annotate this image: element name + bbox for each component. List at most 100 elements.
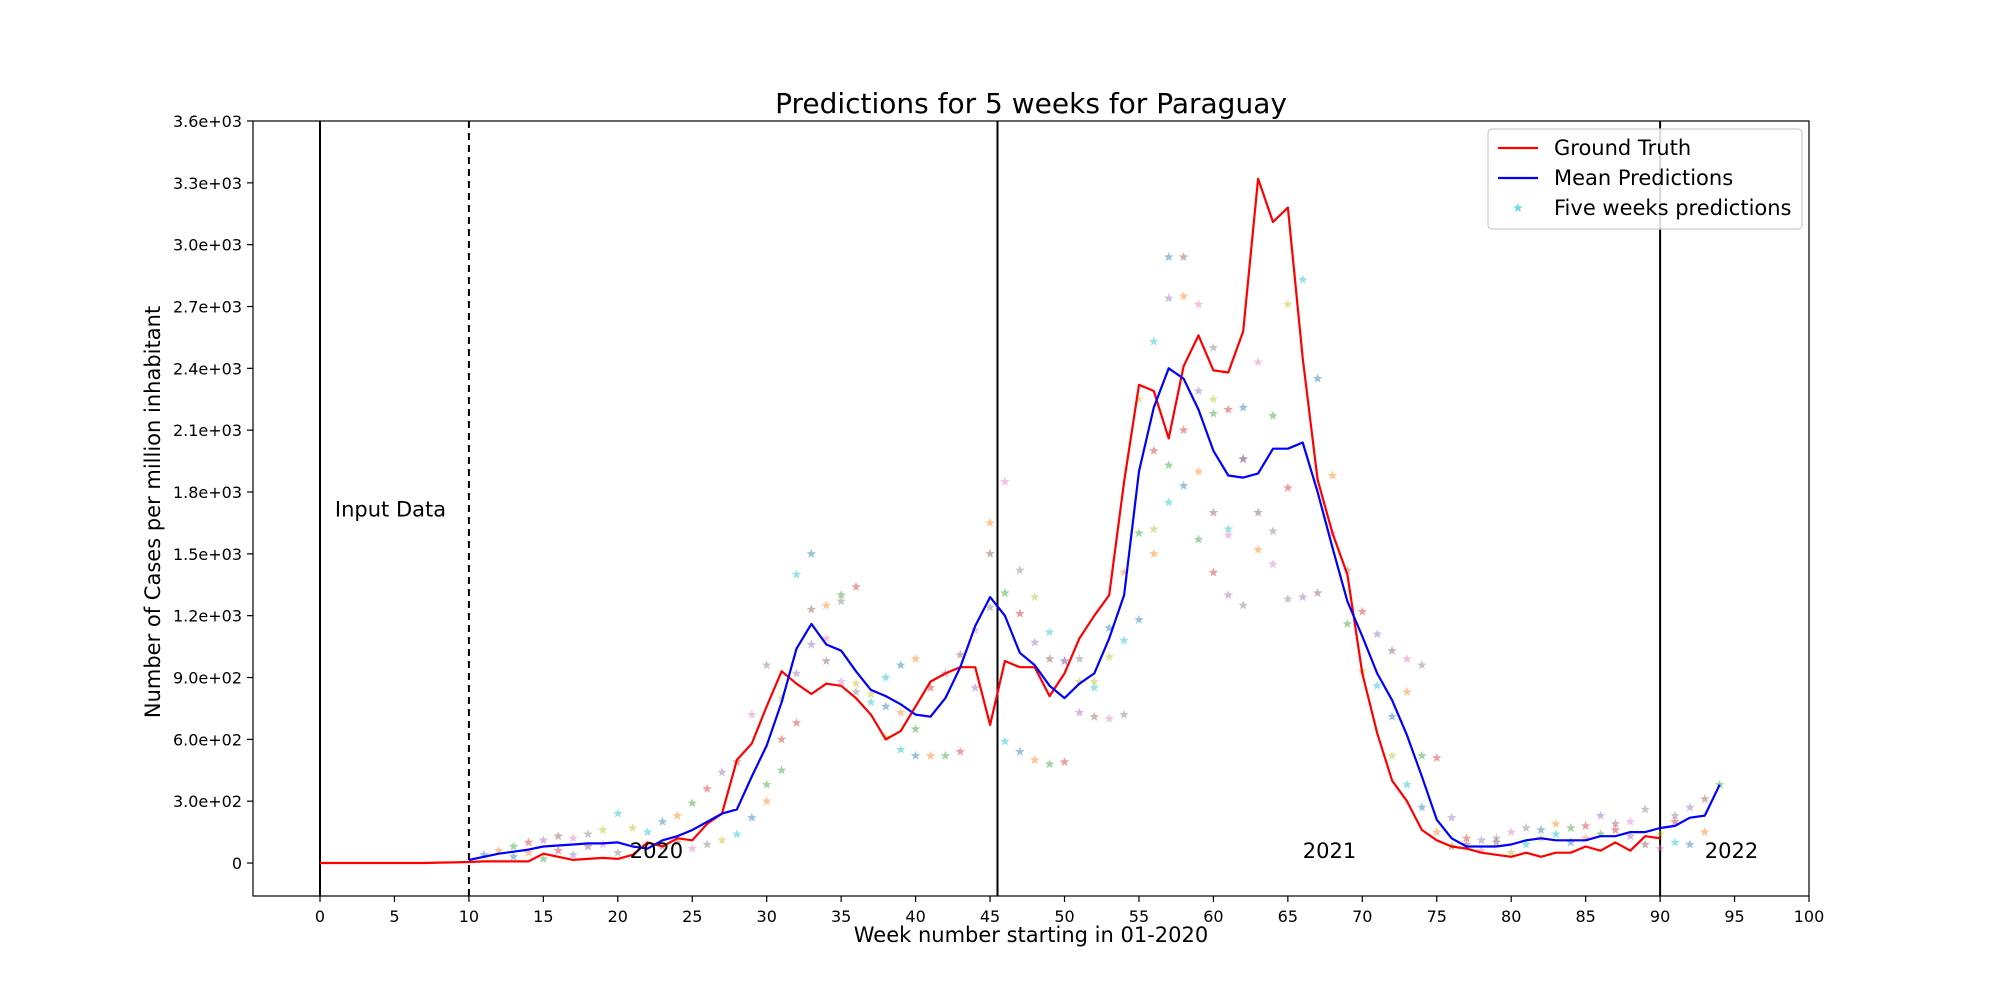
prediction-point — [970, 625, 980, 635]
ticks-layer: 0 5 10 15 20 25 30 35 40 45 50 55 60 65 70 75 80 85 90 95 10… — [173, 112, 1824, 926]
prediction-point — [1119, 709, 1129, 719]
prediction-point — [821, 600, 831, 610]
prediction-point — [1044, 654, 1055, 663]
prediction-point — [1476, 845, 1487, 855]
prediction-point — [1402, 654, 1412, 663]
prediction-point — [1000, 588, 1010, 598]
prediction-point — [836, 676, 846, 686]
legend-swatch-five-weeks-predictions — [1513, 203, 1523, 212]
prediction-point — [761, 796, 772, 806]
y-tick-label: 0 — [232, 854, 242, 873]
prediction-point — [672, 810, 683, 820]
prediction-point — [881, 672, 891, 682]
prediction-point — [1104, 623, 1114, 633]
annotation-3: 2022 — [1705, 839, 1758, 863]
prediction-point — [1074, 654, 1085, 663]
prediction-point — [687, 798, 697, 808]
prediction-point — [1670, 837, 1680, 847]
prediction-point — [791, 569, 802, 579]
prediction-point — [925, 682, 936, 692]
prediction-point — [1134, 394, 1144, 404]
prediction-point — [523, 847, 534, 857]
prediction-point — [642, 827, 653, 837]
y-axis-title: Number of Cases per million inhabitant — [141, 306, 165, 718]
prediction-point — [583, 841, 593, 851]
prediction-point — [1700, 827, 1710, 837]
prediction-point — [1521, 839, 1531, 849]
prediction-point — [1521, 823, 1531, 832]
prediction-point — [1000, 476, 1010, 486]
prediction-point — [836, 596, 846, 606]
prediction-point — [1193, 386, 1204, 396]
prediction-point — [538, 835, 549, 845]
prediction-point — [1551, 818, 1561, 828]
x-tick-label: 40 — [905, 907, 925, 926]
prediction-point — [1283, 594, 1293, 604]
x-tick-label: 10 — [459, 907, 479, 926]
y-tick-label: 3.0e+02 — [173, 792, 242, 811]
prediction-point — [613, 847, 623, 857]
prediction-point — [1149, 445, 1159, 455]
prediction-point — [1536, 825, 1546, 835]
prediction-point — [821, 656, 831, 666]
prediction-point — [553, 831, 563, 841]
prediction-point — [1357, 606, 1368, 616]
prediction-point — [851, 678, 861, 688]
prediction-point — [687, 843, 697, 853]
prediction-point — [1372, 629, 1382, 639]
y-tick-label: 1.5e+03 — [173, 545, 242, 564]
prediction-point — [955, 746, 965, 756]
prediction-point — [747, 812, 757, 822]
prediction-point — [1193, 299, 1204, 309]
prediction-point — [568, 833, 578, 843]
y-tick-label: 3.6e+03 — [173, 112, 242, 131]
prediction-point — [985, 517, 995, 527]
x-tick-label: 35 — [831, 907, 851, 926]
x-tick-label: 70 — [1352, 907, 1372, 926]
prediction-point — [1059, 656, 1070, 666]
prediction-point — [1134, 528, 1144, 538]
prediction-point — [836, 590, 846, 600]
prediction-point — [1372, 680, 1382, 690]
prediction-point — [1298, 592, 1308, 602]
legend: Ground Truth Mean Predictions Five weeks p… — [1487, 128, 1803, 230]
prediction-point — [1149, 336, 1159, 346]
prediction-point — [1164, 252, 1174, 262]
prediction-point — [896, 744, 906, 754]
prediction-point — [613, 808, 623, 818]
prediction-point — [1208, 507, 1219, 517]
prediction-point — [1327, 470, 1338, 480]
prediction-point — [1193, 466, 1204, 476]
prediction-point — [1610, 818, 1621, 828]
prediction-point — [1089, 682, 1099, 692]
prediction-point — [896, 707, 906, 717]
prediction-point — [1030, 592, 1040, 602]
prediction-point — [776, 765, 787, 775]
prediction-point — [1566, 837, 1576, 847]
prediction-point — [1625, 831, 1636, 841]
prediction-point — [791, 717, 802, 727]
x-tick-label: 95 — [1724, 907, 1744, 926]
prediction-point — [1685, 802, 1695, 812]
x-tick-label: 45 — [980, 907, 1000, 926]
prediction-point — [702, 783, 712, 793]
prediction-point — [598, 825, 608, 835]
x-tick-label: 30 — [757, 907, 777, 926]
prediction-point — [1223, 524, 1233, 534]
prediction-point — [1268, 410, 1278, 420]
x-tick-label: 0 — [315, 907, 325, 926]
prediction-point — [851, 686, 861, 696]
prediction-point — [1015, 746, 1025, 756]
prediction-point — [1208, 567, 1219, 577]
prediction-point — [1030, 637, 1040, 647]
prediction-point — [1208, 394, 1219, 404]
prediction-point — [896, 660, 906, 670]
prediction-point — [1342, 618, 1353, 628]
prediction-point — [1446, 812, 1457, 822]
prediction-point — [1104, 713, 1114, 723]
prediction-point — [1595, 810, 1606, 820]
prediction-point — [821, 633, 831, 643]
legend-label-mean-predictions: Mean Predictions — [1554, 166, 1733, 190]
prediction-point — [1238, 600, 1248, 610]
